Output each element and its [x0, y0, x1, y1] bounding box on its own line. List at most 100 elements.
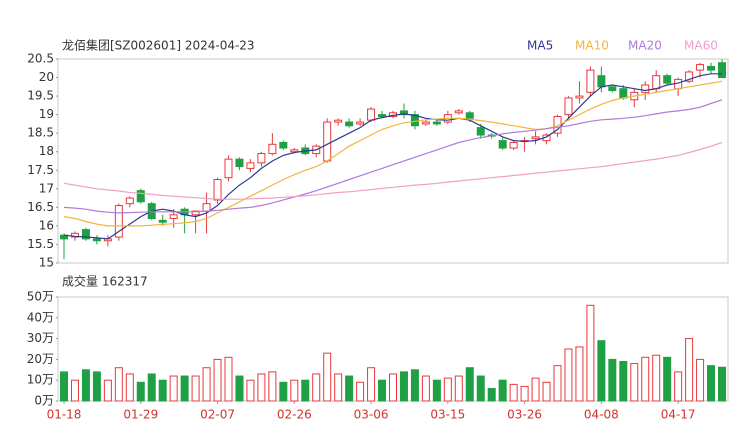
x-tick-label: 02-26: [277, 408, 312, 422]
y-tick-label: 16: [39, 218, 54, 232]
volume-bar: [707, 365, 716, 402]
volume-bar: [103, 379, 112, 402]
volume-bar: [367, 367, 376, 402]
price-frame: [57, 58, 729, 264]
volume-bar: [443, 377, 452, 402]
volume-bar: [520, 385, 529, 402]
volume-bar: [619, 360, 628, 402]
volume-bar: [345, 375, 354, 402]
y-tick-label: 19: [39, 107, 54, 121]
candle-body: [114, 205, 123, 238]
ma-line: [63, 99, 723, 214]
x-tick-label: 03-06: [354, 408, 389, 422]
volume-bar: [586, 304, 595, 402]
x-tick-label: 04-08: [584, 408, 619, 422]
candle-body: [586, 69, 595, 93]
volume-bar: [323, 352, 332, 402]
ma-line: [63, 73, 722, 240]
volume-bar: [356, 381, 365, 402]
volume-bar: [191, 375, 200, 402]
volume-bar: [421, 375, 430, 402]
candle-body: [707, 65, 716, 71]
volume-bar: [487, 388, 496, 402]
y-tick-label: 18: [39, 144, 54, 158]
legend-entry: MA60: [684, 39, 718, 53]
candle-body: [608, 86, 617, 92]
y-tick-label: 17.5: [27, 163, 54, 177]
candle-body: [367, 108, 376, 121]
candle-body: [399, 110, 408, 116]
legend-entry: MA5: [527, 39, 553, 53]
candle-body: [356, 121, 365, 125]
y-tick-label: 18.5: [27, 126, 54, 140]
volume-bar: [136, 381, 145, 402]
candle-body: [279, 141, 288, 149]
candle-body: [509, 141, 518, 149]
y-tick-label: 20.5: [27, 52, 54, 66]
candle-body: [70, 232, 79, 238]
candle-body: [410, 114, 419, 127]
volume-bar: [114, 367, 123, 402]
y-tick-label: 17: [39, 181, 54, 195]
volume-bar: [432, 379, 441, 402]
volume-bar: [279, 381, 288, 402]
volume-bar: [81, 369, 90, 402]
volume-bar: [553, 365, 562, 402]
y-tick-label: 50万: [27, 290, 54, 304]
volume-bar: [674, 371, 683, 402]
volume-bar: [564, 348, 573, 402]
candle-body: [169, 214, 178, 219]
volume-bar: [235, 375, 244, 402]
y-tick-label: 40万: [27, 310, 54, 324]
volume-bar: [268, 371, 277, 402]
y-tick-label: 20: [39, 70, 54, 84]
candle-body: [213, 179, 222, 201]
volume-bar: [158, 379, 167, 402]
volume-bar: [180, 375, 189, 402]
candle-body: [663, 75, 672, 84]
chart-title: 龙佰集团[SZ002601] 2024-04-23: [62, 38, 255, 53]
candle-body: [60, 234, 68, 240]
candle-body: [323, 121, 332, 162]
x-tick-label: 02-07: [200, 408, 235, 422]
volume-bar: [389, 373, 397, 402]
y-tick-label: 30万: [27, 331, 54, 345]
volume-bar: [454, 375, 463, 402]
volume-bar: [147, 373, 156, 402]
volume-bar: [509, 383, 518, 402]
candle-body: [136, 190, 145, 203]
x-tick-label: 04-17: [661, 408, 696, 422]
volume-bar: [542, 381, 551, 402]
candle-body: [158, 219, 167, 223]
ma-line: [63, 80, 723, 227]
candle-body: [619, 88, 628, 99]
x-tick-label: 03-26: [507, 408, 542, 422]
candle-body: [268, 143, 277, 155]
volume-bar: [652, 354, 661, 402]
y-tick-label: 15: [39, 256, 54, 270]
candle-body: [235, 158, 244, 168]
candle-body: [345, 121, 354, 127]
volume-bar: [531, 377, 540, 402]
volume-bar: [202, 367, 211, 402]
y-tick-label: 19.5: [27, 89, 54, 103]
candle-body: [454, 110, 463, 114]
volume-bar: [378, 379, 387, 402]
candle-body: [575, 95, 584, 99]
candle-body: [378, 114, 387, 117]
candle-body: [290, 149, 299, 153]
volume-bar: [663, 356, 672, 402]
volume-bar: [70, 379, 79, 402]
candle-body: [531, 136, 540, 140]
candle-body: [125, 197, 134, 205]
volume-bar: [301, 379, 310, 402]
candle-body: [81, 229, 90, 240]
volume-bar: [92, 371, 101, 402]
candle-body: [718, 62, 726, 79]
volume-bar: [213, 358, 222, 402]
candle-body: [498, 140, 507, 149]
candle-body: [652, 75, 661, 90]
volume-bar: [224, 356, 233, 402]
y-tick-label: 20万: [27, 352, 54, 366]
y-tick-label: 0万: [34, 394, 54, 408]
